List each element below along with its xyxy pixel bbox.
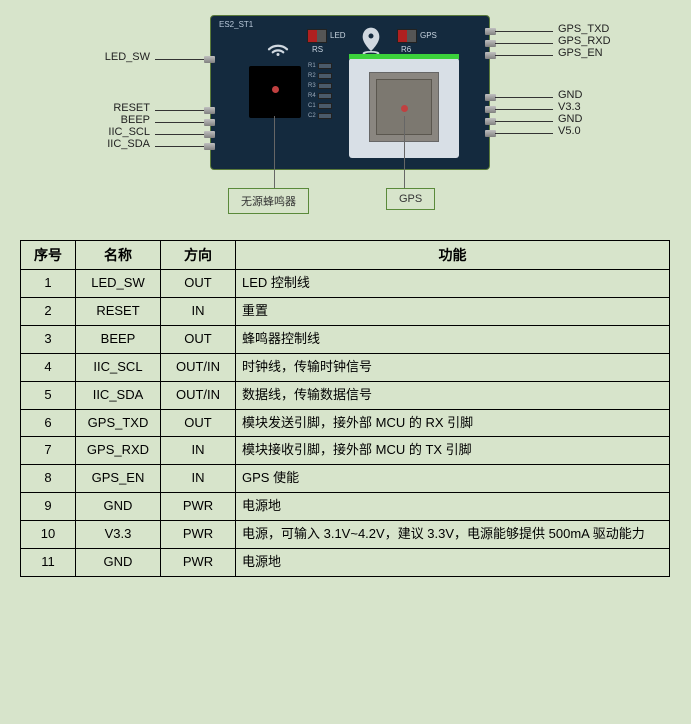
- cell: GND: [76, 548, 161, 576]
- cell: 电源地: [236, 548, 670, 576]
- table-row: 8GPS_ENINGPS 使能: [21, 465, 670, 493]
- cell: RESET: [76, 298, 161, 326]
- buzzer-marker: [272, 86, 279, 93]
- table-row: 1LED_SWOUTLED 控制线: [21, 270, 670, 298]
- cell: 5: [21, 381, 76, 409]
- cell: OUT/IN: [161, 353, 236, 381]
- cell: V3.3: [76, 520, 161, 548]
- label-v33-4: V3.3: [558, 101, 581, 113]
- cell: PWR: [161, 548, 236, 576]
- cell: 2: [21, 298, 76, 326]
- cell: IN: [161, 437, 236, 465]
- wifi-icon: [263, 32, 293, 56]
- cell: LED 控制线: [236, 270, 670, 298]
- cell: 8: [21, 465, 76, 493]
- cell: 模块发送引脚，接外部 MCU 的 RX 引脚: [236, 409, 670, 437]
- cell: 电源，可输入 3.1V~4.2V，建议 3.3V，电源能够提供 500mA 驱动…: [236, 520, 670, 548]
- col-header-1: 名称: [76, 241, 161, 270]
- led-label: LED: [330, 31, 346, 40]
- cell: IN: [161, 298, 236, 326]
- cell: 4: [21, 353, 76, 381]
- pin-beep: [204, 119, 215, 126]
- gps-marker: [401, 105, 408, 112]
- pin-iic_sda: [204, 143, 215, 150]
- cell: OUT: [161, 325, 236, 353]
- cell: BEEP: [76, 325, 161, 353]
- table-row: 6GPS_TXDOUT模块发送引脚，接外部 MCU 的 RX 引脚: [21, 409, 670, 437]
- table-row: 3BEEPOUT蜂鸣器控制线: [21, 325, 670, 353]
- label-gps_txd-0: GPS_TXD: [558, 23, 609, 35]
- cell: GPS 使能: [236, 465, 670, 493]
- r6-label: R6: [401, 45, 411, 54]
- table-row: 5IIC_SDAOUT/IN数据线，传输数据信号: [21, 381, 670, 409]
- cell: 7: [21, 437, 76, 465]
- cell: 9: [21, 493, 76, 521]
- label-reset: RESET: [113, 102, 150, 114]
- table-row: 9GNDPWR电源地: [21, 493, 670, 521]
- buzzer-callout: 无源蜂鸣器: [228, 188, 309, 214]
- cell: GND: [76, 493, 161, 521]
- buzzer-callout-line: [274, 116, 275, 191]
- rs-label: RS: [312, 45, 323, 54]
- gps-callout: GPS: [386, 188, 435, 210]
- label-v50-6: V5.0: [558, 125, 581, 137]
- pcb-title: ES2_ST1: [219, 20, 253, 29]
- gps-callout-line: [404, 116, 405, 191]
- table-row: 4IIC_SCLOUT/IN时钟线，传输时钟信号: [21, 353, 670, 381]
- cell: IN: [161, 465, 236, 493]
- cell: 模块接收引脚，接外部 MCU 的 TX 引脚: [236, 437, 670, 465]
- pcb-board: ES2_ST1 LED RS GPS R6 R1 R2: [210, 15, 490, 170]
- label-gps_en-2: GPS_EN: [558, 47, 603, 59]
- cell: GPS_RXD: [76, 437, 161, 465]
- cell: PWR: [161, 493, 236, 521]
- cell: 11: [21, 548, 76, 576]
- cell: 6: [21, 409, 76, 437]
- table-row: 11GNDPWR电源地: [21, 548, 670, 576]
- label-beep: BEEP: [121, 114, 150, 126]
- pin-reset: [204, 107, 215, 114]
- label-iic_scl: IIC_SCL: [108, 126, 150, 138]
- cell: 3: [21, 325, 76, 353]
- cell: 1: [21, 270, 76, 298]
- module-diagram: ES2_ST1 LED RS GPS R6 R1 R2: [0, 0, 691, 230]
- location-icon: [357, 26, 385, 56]
- gps-label: GPS: [420, 31, 437, 40]
- label-gnd-3: GND: [558, 89, 582, 101]
- cell: IIC_SCL: [76, 353, 161, 381]
- cell: GPS_TXD: [76, 409, 161, 437]
- cell: 10: [21, 520, 76, 548]
- label-gps_rxd-1: GPS_RXD: [558, 35, 611, 47]
- cell: 蜂鸣器控制线: [236, 325, 670, 353]
- cell: OUT: [161, 409, 236, 437]
- cell: 时钟线，传输时钟信号: [236, 353, 670, 381]
- cell: GPS_EN: [76, 465, 161, 493]
- label-gnd-5: GND: [558, 113, 582, 125]
- pin-table-wrap: 序号名称方向功能 1LED_SWOUTLED 控制线2RESETIN重置3BEE…: [0, 230, 691, 577]
- cell: 数据线，传输数据信号: [236, 381, 670, 409]
- pin-table: 序号名称方向功能 1LED_SWOUTLED 控制线2RESETIN重置3BEE…: [20, 240, 670, 577]
- cell: LED_SW: [76, 270, 161, 298]
- smd-components: R1 R2 R3 R4 C1 C2: [308, 62, 338, 122]
- col-header-3: 功能: [236, 241, 670, 270]
- cell: 电源地: [236, 493, 670, 521]
- cell: IIC_SDA: [76, 381, 161, 409]
- buzzer-module: [249, 66, 301, 118]
- led-indicator-1: [307, 29, 327, 43]
- table-row: 7GPS_RXDIN模块接收引脚，接外部 MCU 的 TX 引脚: [21, 437, 670, 465]
- cell: OUT/IN: [161, 381, 236, 409]
- cell: OUT: [161, 270, 236, 298]
- label-led_sw: LED_SW: [105, 51, 150, 63]
- pin-led_sw: [204, 56, 215, 63]
- table-row: 10V3.3PWR电源，可输入 3.1V~4.2V，建议 3.3V，电源能够提供…: [21, 520, 670, 548]
- cell: 重置: [236, 298, 670, 326]
- table-row: 2RESETIN重置: [21, 298, 670, 326]
- col-header-2: 方向: [161, 241, 236, 270]
- cell: PWR: [161, 520, 236, 548]
- led-indicator-2: [397, 29, 417, 43]
- label-iic_sda: IIC_SDA: [107, 138, 150, 150]
- pin-iic_scl: [204, 131, 215, 138]
- col-header-0: 序号: [21, 241, 76, 270]
